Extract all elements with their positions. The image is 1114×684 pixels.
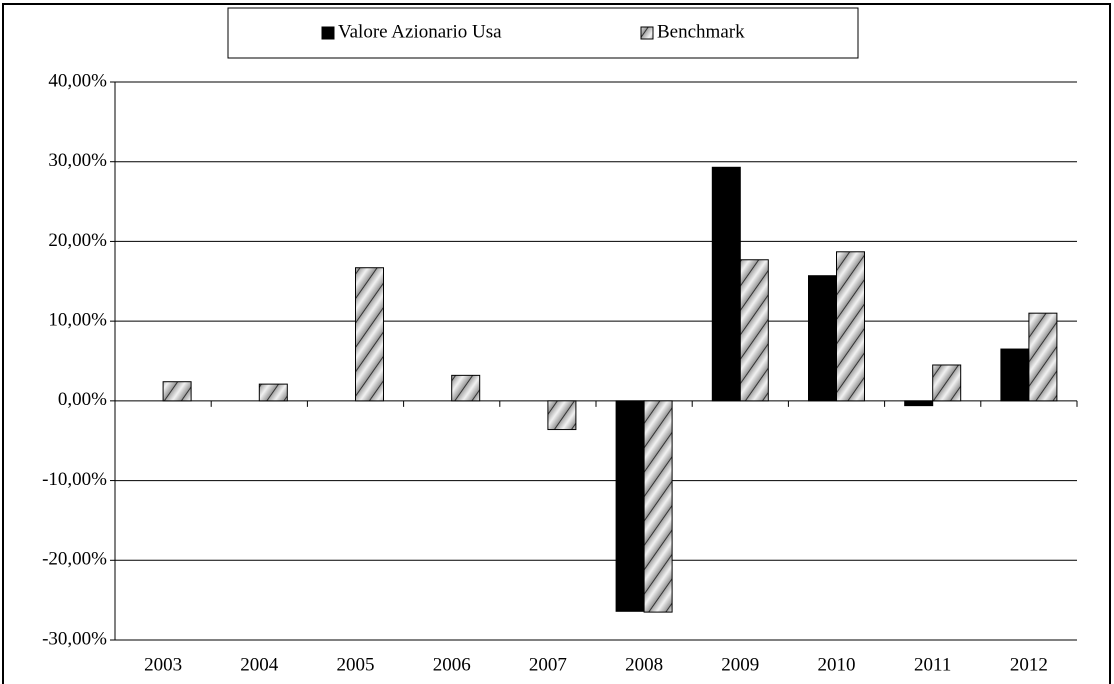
y-tick-label: 20,00%	[48, 230, 107, 251]
x-tick-label: 2011	[914, 654, 951, 675]
bar	[355, 267, 384, 402]
bar	[1000, 348, 1030, 402]
x-tick-label: 2004	[240, 654, 279, 675]
legend-swatch	[640, 26, 654, 40]
x-tick-label: 2008	[625, 654, 663, 675]
bar	[258, 383, 288, 402]
x-tick-label: 2005	[337, 654, 375, 675]
bar	[1028, 312, 1058, 402]
x-tick-label: 2012	[1010, 654, 1048, 675]
x-tick-label: 2003	[144, 654, 182, 675]
bar	[711, 166, 741, 402]
frame	[2, 3, 1111, 684]
y-tick-label: 30,00%	[48, 150, 107, 171]
y-tick-label: 0,00%	[58, 389, 107, 410]
x-tick-label: 2009	[721, 654, 759, 675]
bar	[739, 259, 769, 402]
legend-swatch	[321, 26, 335, 40]
x-tick-label: 2006	[433, 654, 471, 675]
bar	[547, 400, 577, 431]
x-tick-label: 2010	[818, 654, 856, 675]
bar	[836, 251, 865, 402]
x-tick-label: 2007	[529, 654, 567, 675]
y-tick-label: 40,00%	[48, 70, 107, 91]
legend-label: Valore Azionario Usa	[338, 21, 502, 42]
y-tick-label: -20,00%	[42, 549, 107, 570]
legend-label: Benchmark	[657, 21, 745, 42]
y-tick-label: 10,00%	[48, 310, 107, 331]
y-tick-label: -30,00%	[42, 628, 107, 649]
bar	[451, 374, 481, 402]
bar	[904, 400, 934, 407]
y-tick-label: -10,00%	[42, 469, 107, 490]
bar	[643, 400, 673, 613]
bar	[808, 275, 837, 402]
bar	[932, 364, 962, 402]
bar	[162, 381, 192, 402]
bar	[615, 400, 645, 612]
